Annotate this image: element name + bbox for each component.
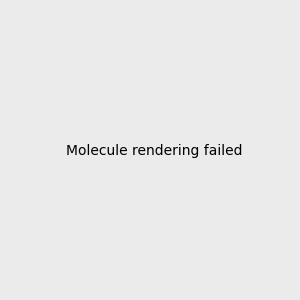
- Text: Molecule rendering failed: Molecule rendering failed: [65, 145, 242, 158]
